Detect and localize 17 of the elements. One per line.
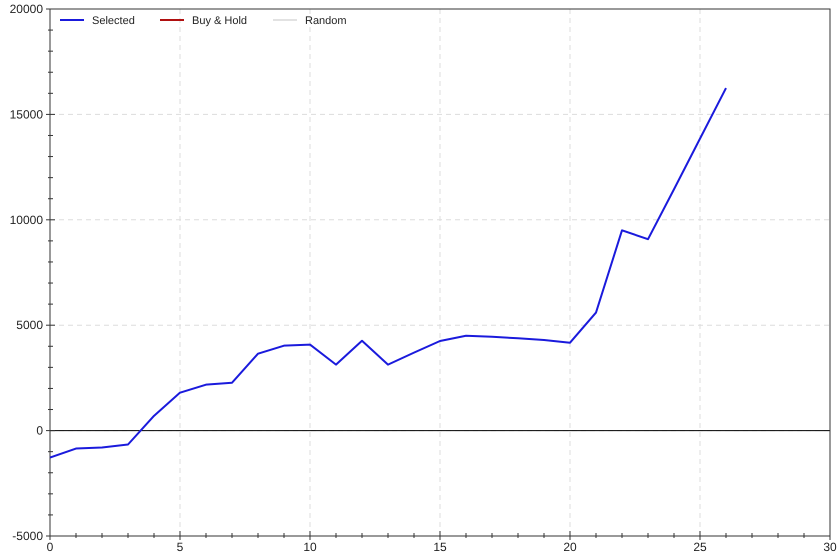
legend-label: Selected xyxy=(92,15,135,27)
y-tick-label: 15000 xyxy=(10,107,44,122)
x-tick-label: 15 xyxy=(433,540,447,554)
x-tick-label: 10 xyxy=(303,540,317,554)
y-tick-label: 20000 xyxy=(10,2,44,16)
line-series xyxy=(49,87,727,459)
x-tick-label: 25 xyxy=(693,540,707,554)
y-tick-label: 10000 xyxy=(10,212,44,227)
y-tick-label: -5000 xyxy=(12,529,44,543)
legend-label: Buy & Hold xyxy=(192,15,248,27)
legend-label: Random xyxy=(305,15,347,27)
x-tick-label: 5 xyxy=(176,540,184,554)
x-tick-label: 30 xyxy=(823,540,837,554)
x-tick-label: 20 xyxy=(563,540,577,554)
y-tick-label: 5000 xyxy=(16,318,44,332)
y-tick-label: 0 xyxy=(36,424,44,438)
x-tick-label: 0 xyxy=(46,540,54,554)
